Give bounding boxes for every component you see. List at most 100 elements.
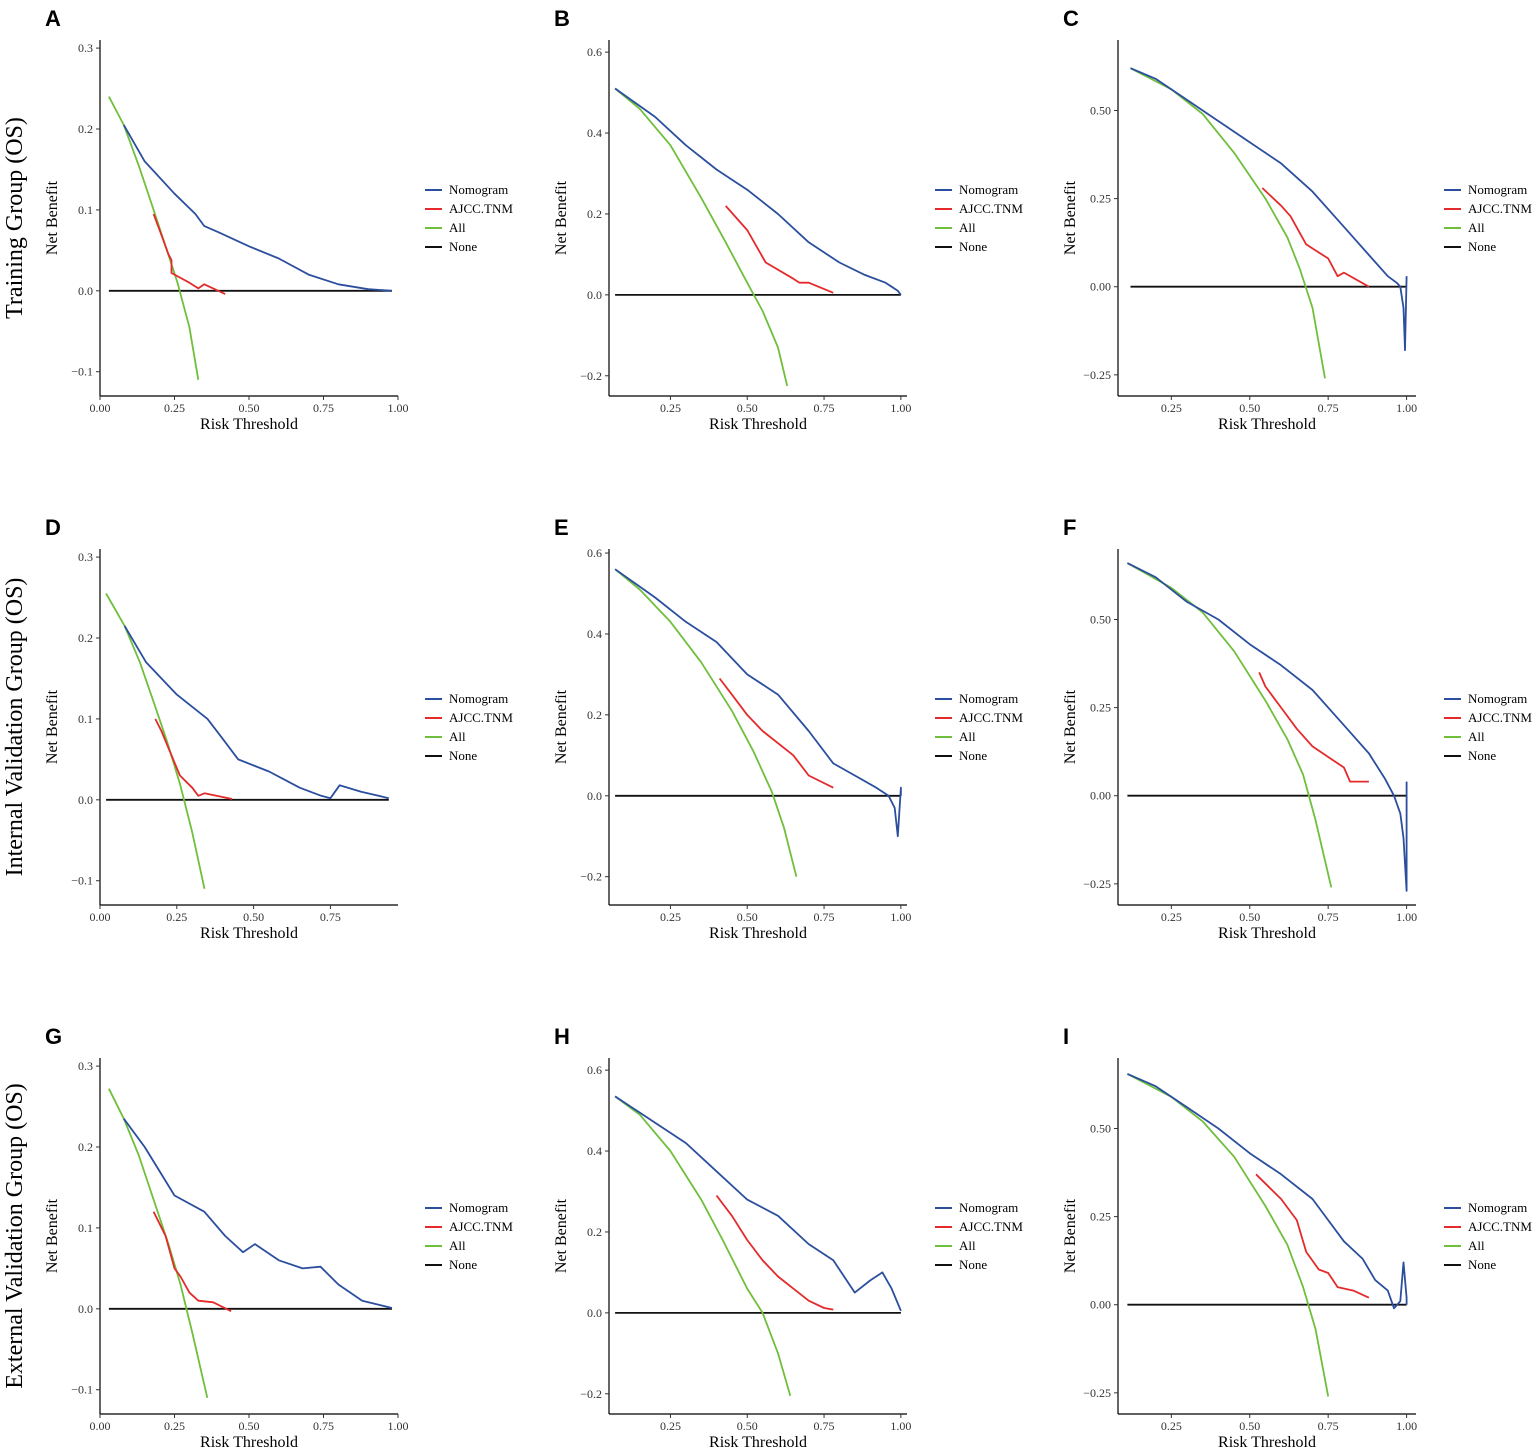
y-tick-label: 0.2	[78, 1140, 93, 1154]
legend-label: AJCC.TNM	[959, 710, 1023, 725]
legend-label: None	[1468, 239, 1496, 254]
x-axis-title: Risk Threshold	[200, 416, 298, 433]
y-axis-title: Net Benefit	[1062, 180, 1079, 255]
legend-label: Nomogram	[1468, 1200, 1527, 1215]
series-ajcc-tnm-line	[1258, 672, 1369, 783]
x-tick-label: 0.25	[660, 1419, 681, 1433]
x-axis-title: Risk Threshold	[200, 1434, 298, 1449]
series-nomogram-line	[614, 1095, 902, 1312]
x-axis-title: Risk Threshold	[709, 1434, 807, 1449]
panel-letter: H	[554, 1024, 570, 1049]
x-tick-label: 0.50	[1239, 401, 1260, 415]
legend-label: None	[449, 1257, 477, 1272]
y-tick-label: 0.3	[78, 550, 93, 564]
x-tick-label: 0.50	[737, 401, 758, 415]
series-all-line	[614, 87, 789, 387]
legend-label: All	[1468, 220, 1485, 235]
x-axis-title: Risk Threshold	[200, 925, 298, 942]
x-axis-title: Risk Threshold	[1218, 416, 1316, 433]
legend-label: Nomogram	[449, 1200, 508, 1215]
legend-label: All	[449, 729, 466, 744]
x-tick-label: 0.25	[660, 910, 681, 924]
x-tick-label: 1.00	[388, 1419, 409, 1433]
y-tick-label: −0.2	[580, 1387, 602, 1401]
x-tick-label: 0.25	[1161, 401, 1182, 415]
series-all-line	[1126, 562, 1333, 888]
y-tick-label: 0.2	[78, 122, 93, 136]
legend-label: AJCC.TNM	[959, 1219, 1023, 1234]
y-tick-label: 0.4	[587, 126, 602, 140]
y-tick-label: 0.0	[78, 1302, 93, 1316]
legend-label: AJCC.TNM	[1468, 201, 1532, 216]
y-tick-label: 0.00	[1090, 280, 1111, 294]
y-tick-label: 0.2	[78, 631, 93, 645]
y-tick-label: −0.2	[580, 870, 602, 884]
x-tick-label: 0.50	[1239, 1419, 1260, 1433]
y-tick-label: 0.0	[587, 1306, 602, 1320]
x-tick-label: 0.75	[313, 1419, 334, 1433]
y-tick-label: −0.25	[1083, 877, 1111, 891]
series-nomogram-line	[614, 87, 902, 296]
y-tick-label: −0.1	[71, 874, 93, 888]
y-axis-title: Net Benefit	[44, 689, 61, 764]
x-axis-title: Risk Threshold	[1218, 925, 1316, 942]
legend-label: All	[449, 1238, 466, 1253]
y-tick-label: 0.50	[1090, 103, 1111, 117]
x-tick-label: 0.75	[320, 910, 341, 924]
legend-label: AJCC.TNM	[449, 201, 513, 216]
y-tick-label: 0.50	[1090, 612, 1111, 626]
legend-label: None	[959, 748, 987, 763]
y-tick-label: −0.25	[1083, 1386, 1111, 1400]
y-tick-label: 0.1	[78, 712, 93, 726]
legend-label: Nomogram	[959, 691, 1018, 706]
y-axis-title: Net Benefit	[44, 180, 61, 255]
legend-label: All	[959, 220, 976, 235]
x-tick-label: 1.00	[890, 401, 911, 415]
x-tick-label: 0.00	[90, 910, 111, 924]
series-ajcc-tnm-line	[1261, 187, 1370, 288]
y-tick-label: 0.2	[587, 1225, 602, 1239]
legend-label: Nomogram	[959, 1200, 1018, 1215]
y-axis-title: Net Benefit	[553, 689, 570, 764]
y-tick-label: 0.00	[1090, 789, 1111, 803]
x-tick-label: 0.25	[1161, 1419, 1182, 1433]
series-all-line	[105, 593, 206, 889]
y-tick-label: 0.0	[587, 789, 602, 803]
y-tick-label: 0.25	[1090, 1210, 1111, 1224]
y-tick-label: 0.0	[587, 288, 602, 302]
x-tick-label: 0.75	[1318, 401, 1339, 415]
row-titles: Training Group (OS) Internal Validation G…	[2, 117, 28, 1389]
panel-f: F −0.25 0.00 0.25 0.50 0.25 0.50 0.75 1.00 Risk T…	[1062, 515, 1532, 942]
series-nomogram-line	[614, 568, 902, 838]
panel-letter: C	[1063, 6, 1079, 31]
legend-label: AJCC.TNM	[449, 1219, 513, 1234]
panel-letter: E	[554, 515, 569, 540]
panels: A −0.1 0.0 0.1 0.2 0.3 0.00 0.25 0.50 0.75 1.00 Ris…	[44, 6, 1532, 1449]
x-tick-label: 0.50	[243, 910, 264, 924]
legend-label: Nomogram	[449, 182, 508, 197]
y-tick-label: 0.4	[587, 1144, 602, 1158]
series-nomogram-line	[1127, 1073, 1408, 1310]
panel-a: A −0.1 0.0 0.1 0.2 0.3 0.00 0.25 0.50 0.75 1.00 Ris…	[44, 6, 513, 433]
x-tick-label: 1.00	[1396, 1419, 1417, 1433]
y-tick-label: −0.1	[71, 365, 93, 379]
x-tick-label: 0.50	[737, 910, 758, 924]
y-tick-label: 0.2	[587, 708, 602, 722]
series-all-line	[614, 1095, 792, 1397]
legend-label: AJCC.TNM	[1468, 1219, 1532, 1234]
series-all-line	[614, 568, 798, 877]
y-tick-label: 0.25	[1090, 701, 1111, 715]
series-ajcc-tnm-line	[152, 213, 226, 295]
y-axis-title: Net Benefit	[1062, 689, 1079, 764]
y-tick-label: 0.6	[587, 45, 602, 59]
y-tick-label: 0.1	[78, 203, 93, 217]
y-axis-title: Net Benefit	[1062, 1198, 1079, 1273]
y-tick-label: 0.4	[587, 627, 602, 641]
legend-label: All	[449, 220, 466, 235]
legend-label: None	[1468, 1257, 1496, 1272]
panel-d: D −0.1 0.0 0.1 0.2 0.3 0.00 0.25 0.50 0.75 Risk Th…	[44, 515, 513, 942]
legend-label: Nomogram	[1468, 182, 1527, 197]
series-ajcc-tnm-line	[154, 718, 233, 800]
y-axis-title: Net Benefit	[553, 1198, 570, 1273]
series-ajcc-tnm-line	[718, 677, 834, 789]
